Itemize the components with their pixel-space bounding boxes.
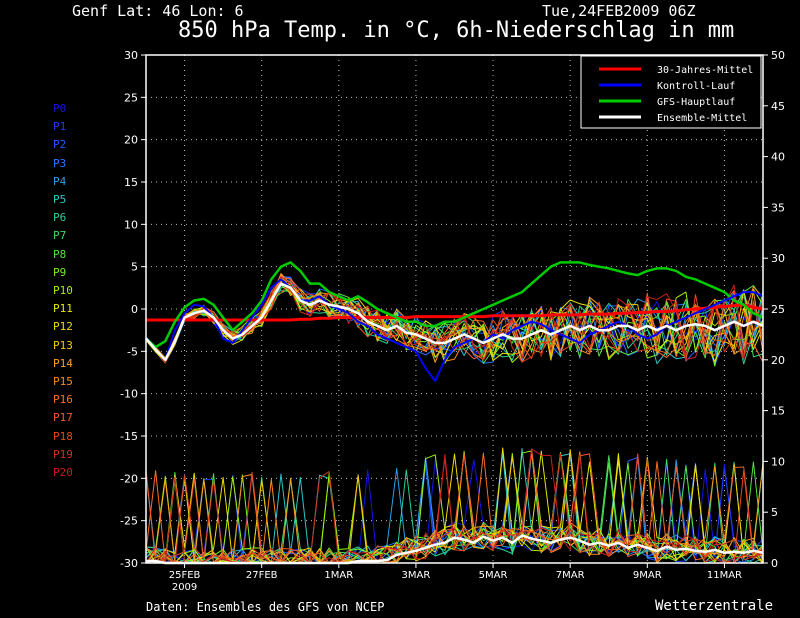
member-label: P2: [53, 138, 67, 152]
y-right-tick-label: 10: [771, 455, 785, 468]
y-right-tick-label: 5: [771, 506, 778, 519]
member-label: P19: [53, 447, 73, 461]
legend-label: 30-Jahres-Mittel: [657, 65, 753, 76]
y-right-tick-label: 25: [771, 303, 785, 316]
member-label: P15: [53, 375, 73, 389]
member-label: P16: [53, 393, 73, 407]
axes: 302520151050-5-10-15-20-25-3050454035302…: [120, 49, 785, 593]
member-label: P3: [53, 156, 67, 170]
x-year-label: 2009: [172, 582, 197, 593]
x-tick-label: 25FEB: [169, 570, 201, 581]
ensemble-mean-line: [145, 282, 764, 362]
member-label: P17: [53, 411, 73, 425]
member-label: P10: [53, 284, 73, 298]
gfs-main-line: [145, 261, 764, 349]
plot-frame: [145, 54, 764, 564]
y-right-tick-label: 30: [771, 252, 785, 265]
member-label: P6: [53, 211, 67, 225]
member-label: P8: [53, 247, 67, 261]
chart-title: 850 hPa Temp. in °C, 6h-Niederschlag in …: [178, 18, 735, 43]
legend-label: Ensemble-Mittel: [657, 113, 747, 124]
legend-label: GFS-Hauptlauf: [657, 97, 735, 108]
member-temp-line: [145, 279, 764, 362]
member-precip-line: [145, 453, 764, 564]
y-left-tick-label: 0: [131, 303, 138, 316]
member-label: P1: [53, 120, 67, 134]
member-label: P12: [53, 320, 73, 334]
x-tick-label: 7MAR: [556, 570, 585, 581]
y-left-tick-label: -30: [120, 557, 138, 570]
y-left-tick-label: 25: [124, 91, 138, 104]
y-right-tick-label: 20: [771, 354, 785, 367]
run-timestamp: Tue,24FEB2009 06Z: [542, 2, 696, 20]
y-left-tick-label: -15: [120, 430, 138, 443]
grid: [146, 55, 763, 563]
y-left-tick-label: -20: [120, 472, 138, 485]
member-temp-line: [145, 276, 764, 364]
legend: 30-Jahres-Mittel Kontroll-Lauf GFS-Hauptla…: [580, 55, 762, 129]
brand-label: Wetterzentrale: [655, 598, 774, 614]
legend-label: Kontroll-Lauf: [657, 81, 735, 92]
precipitation-lines: [145, 447, 764, 565]
control-run-line: [145, 278, 764, 382]
y-left-tick-label: 5: [131, 261, 138, 274]
member-label: P4: [53, 174, 67, 188]
climate-line: [146, 303, 764, 322]
y-left-tick-label: -25: [120, 515, 138, 528]
y-right-tick-label: 0: [771, 557, 778, 570]
y-left-tick-label: 30: [124, 49, 138, 62]
member-label: P11: [53, 302, 73, 316]
member-label: P13: [53, 338, 73, 352]
y-right-tick-label: 50: [771, 49, 785, 62]
y-right-tick-label: 45: [771, 100, 785, 113]
y-right-tick-label: 35: [771, 201, 785, 214]
y-left-tick-label: -10: [120, 388, 138, 401]
x-tick-label: 3MAR: [402, 570, 431, 581]
data-source: Daten: Ensembles des GFS von NCEP: [146, 600, 385, 614]
member-label: P14: [53, 356, 73, 370]
y-left-tick-label: 15: [124, 176, 138, 189]
member-list: P0 P1 P2 P3 P4 P5 P6 P7 P8 P9 P10 P11 P12 P13 P14 P15 P1…: [53, 100, 73, 482]
member-precip-line: [145, 448, 764, 564]
y-right-tick-label: 15: [771, 405, 785, 418]
member-label: P5: [53, 193, 67, 207]
y-left-tick-label: -5: [127, 345, 138, 358]
x-tick-label: 1MAR: [324, 570, 353, 581]
x-tick-label: 27FEB: [246, 570, 278, 581]
y-left-tick-label: 20: [124, 134, 138, 147]
x-tick-label: 5MAR: [479, 570, 508, 581]
y-right-tick-label: 40: [771, 151, 785, 164]
location-label: Genf Lat: 46 Lon: 6: [72, 2, 244, 20]
main-series-lines: [145, 261, 764, 382]
member-label: P18: [53, 429, 73, 443]
member-label: P9: [53, 265, 67, 279]
member-label: P20: [53, 466, 73, 480]
member-label: P7: [53, 229, 67, 243]
x-tick-label: 9MAR: [633, 570, 662, 581]
y-left-tick-label: 10: [124, 218, 138, 231]
x-tick-label: 11MAR: [707, 570, 742, 581]
member-label: P0: [53, 102, 67, 115]
